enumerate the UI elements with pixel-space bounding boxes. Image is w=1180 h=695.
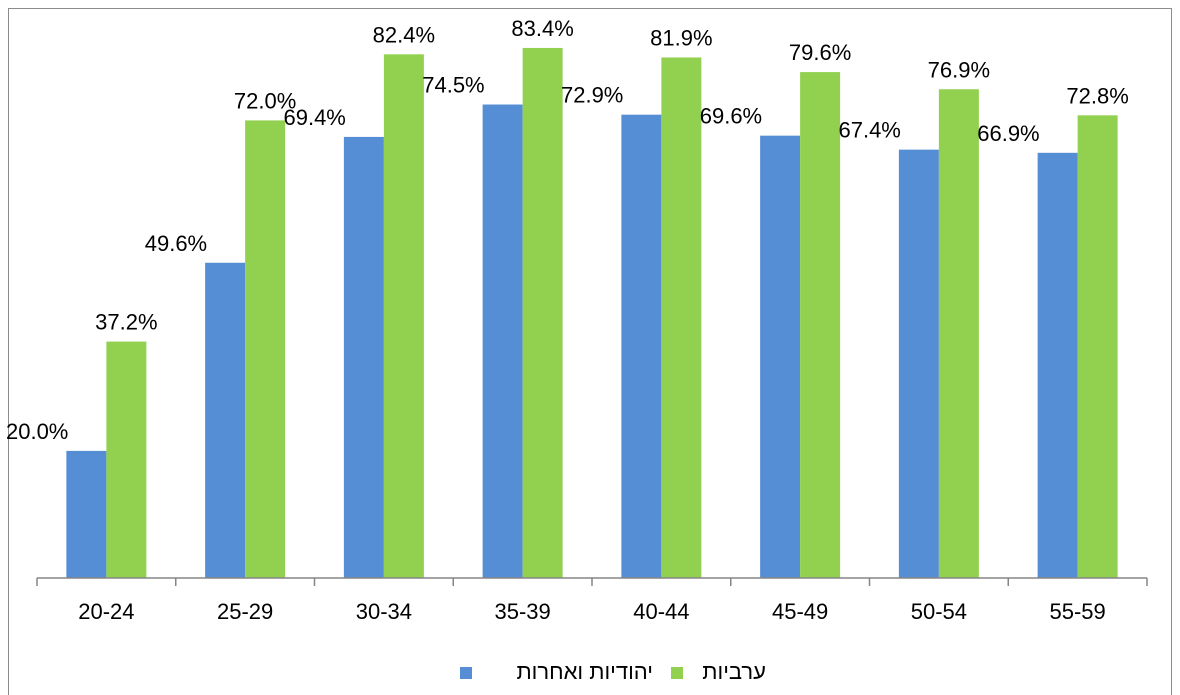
bar-series1-55-59 bbox=[1037, 152, 1078, 578]
legend: יהודיות ואחרות ערביות bbox=[460, 659, 766, 684]
value-label-series2-35-39: 83.4% bbox=[511, 16, 573, 41]
value-label-series2-50-54: 76.9% bbox=[928, 57, 990, 82]
bar-series2-30-34 bbox=[383, 54, 424, 578]
x-tick-label-20-24: 20-24 bbox=[78, 599, 134, 624]
bar-series1-45-49 bbox=[760, 135, 801, 579]
x-tick-label-40-44: 40-44 bbox=[633, 599, 689, 624]
value-label-series1-40-44: 72.9% bbox=[561, 83, 623, 108]
x-tick-label-25-29: 25-29 bbox=[217, 599, 273, 624]
bar-series1-50-54 bbox=[898, 149, 939, 578]
value-label-series1-35-39: 74.5% bbox=[422, 73, 484, 98]
value-label-series1-25-29: 49.6% bbox=[145, 231, 207, 256]
value-label-series2-25-29: 72.0% bbox=[234, 88, 296, 113]
value-label-series2-20-24: 37.2% bbox=[95, 310, 157, 335]
bar-series2-45-49 bbox=[800, 72, 841, 578]
value-label-series1-45-49: 69.6% bbox=[700, 104, 762, 129]
bar-series1-30-34 bbox=[343, 136, 384, 578]
bar-series1-25-29 bbox=[205, 262, 246, 578]
bar-series2-35-39 bbox=[522, 47, 563, 579]
bars-layer bbox=[66, 47, 1118, 579]
x-tick-label-30-34: 30-34 bbox=[356, 599, 412, 624]
legend-label-series1: יהודיות ואחרות bbox=[516, 659, 653, 684]
bar-series1-20-24 bbox=[66, 450, 107, 578]
x-tick-label-50-54: 50-54 bbox=[911, 599, 967, 624]
value-label-series2-45-49: 79.6% bbox=[789, 40, 851, 65]
legend-swatch-series2 bbox=[671, 667, 683, 679]
x-ticks-layer: 20-24 25-29 30-34 35-39 40-44 45-49 50-54 55-59 bbox=[36, 578, 1148, 624]
legend-label-series2: ערביות bbox=[702, 659, 766, 684]
bar-series2-55-59 bbox=[1077, 115, 1118, 578]
bar-series2-20-24 bbox=[106, 341, 147, 578]
x-tick-label-55-59: 55-59 bbox=[1049, 599, 1105, 624]
value-label-series1-55-59: 66.9% bbox=[977, 121, 1039, 146]
value-labels-layer: 20.0% 37.2% 49.6% 72.0%69.4% 82.4% 74.5% 83.4%… bbox=[6, 16, 1129, 444]
x-tick-label-35-39: 35-39 bbox=[494, 599, 550, 624]
bar-series2-40-44 bbox=[661, 57, 702, 579]
value-label-series2-55-59: 72.8% bbox=[1066, 83, 1128, 108]
value-label-series1-30-34: 69.4% bbox=[283, 105, 345, 130]
value-label-series1-50-54: 67.4% bbox=[838, 118, 900, 143]
value-label-series1-20-24: 20.0% bbox=[6, 419, 68, 444]
bar-series1-40-44 bbox=[621, 114, 662, 579]
chart-border bbox=[8, 8, 1172, 695]
x-tick-label-45-49: 45-49 bbox=[772, 599, 828, 624]
value-label-series2-40-44: 81.9% bbox=[650, 25, 712, 50]
legend-swatch-series1 bbox=[460, 667, 472, 679]
bar-series2-25-29 bbox=[245, 120, 286, 579]
bar-series1-35-39 bbox=[482, 104, 523, 578]
bar-series2-50-54 bbox=[938, 89, 979, 578]
value-label-series2-30-34: 82.4% bbox=[373, 22, 435, 47]
